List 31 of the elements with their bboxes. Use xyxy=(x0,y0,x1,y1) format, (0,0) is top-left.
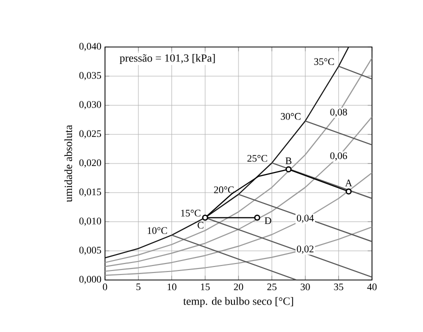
x-tick-label: 30 xyxy=(300,284,310,290)
annotation: 10°C xyxy=(148,227,167,234)
annotation: pressão = 101,3 [kPa] xyxy=(120,54,215,64)
annotation: 20°C xyxy=(214,186,234,194)
x-tick-label: 10 xyxy=(168,284,176,290)
annotation: 15°C xyxy=(181,210,200,216)
x-tick-label: 25 xyxy=(267,284,276,290)
annotation: B xyxy=(286,158,292,164)
annotation: 35°C xyxy=(314,58,334,66)
y-tick-label: 0,015 xyxy=(79,188,102,197)
y-tick-label: 0,010 xyxy=(79,218,102,226)
x-tick-label: 40 xyxy=(367,284,377,290)
y-tick-label: 0,025 xyxy=(79,130,102,138)
x-tick-label: 0 xyxy=(102,284,108,290)
annotation: C xyxy=(198,222,204,229)
x-axis-title: temp. de bulbo seco [°C] xyxy=(183,297,294,308)
y-tick-label: 0,030 xyxy=(79,101,102,110)
y-axis-title: umidade absoluta xyxy=(64,124,72,202)
y-tick-label: 0,005 xyxy=(79,246,102,255)
y-tick-label: 0,020 xyxy=(79,159,102,168)
y-tick-label: 0,040 xyxy=(79,42,102,52)
y-tick-label: 0,035 xyxy=(79,72,102,80)
x-tick-label: 5 xyxy=(136,284,140,290)
x-tick-label: 20 xyxy=(234,284,244,290)
x-tick-label: 15 xyxy=(201,284,210,290)
annotation: A xyxy=(345,180,352,186)
y-tick-label: 0,000 xyxy=(79,276,102,284)
annotation: 30°C xyxy=(280,113,300,120)
annotation: 25°C xyxy=(247,154,268,162)
x-tick-label: 35 xyxy=(334,284,344,290)
annotation: D xyxy=(264,217,272,224)
